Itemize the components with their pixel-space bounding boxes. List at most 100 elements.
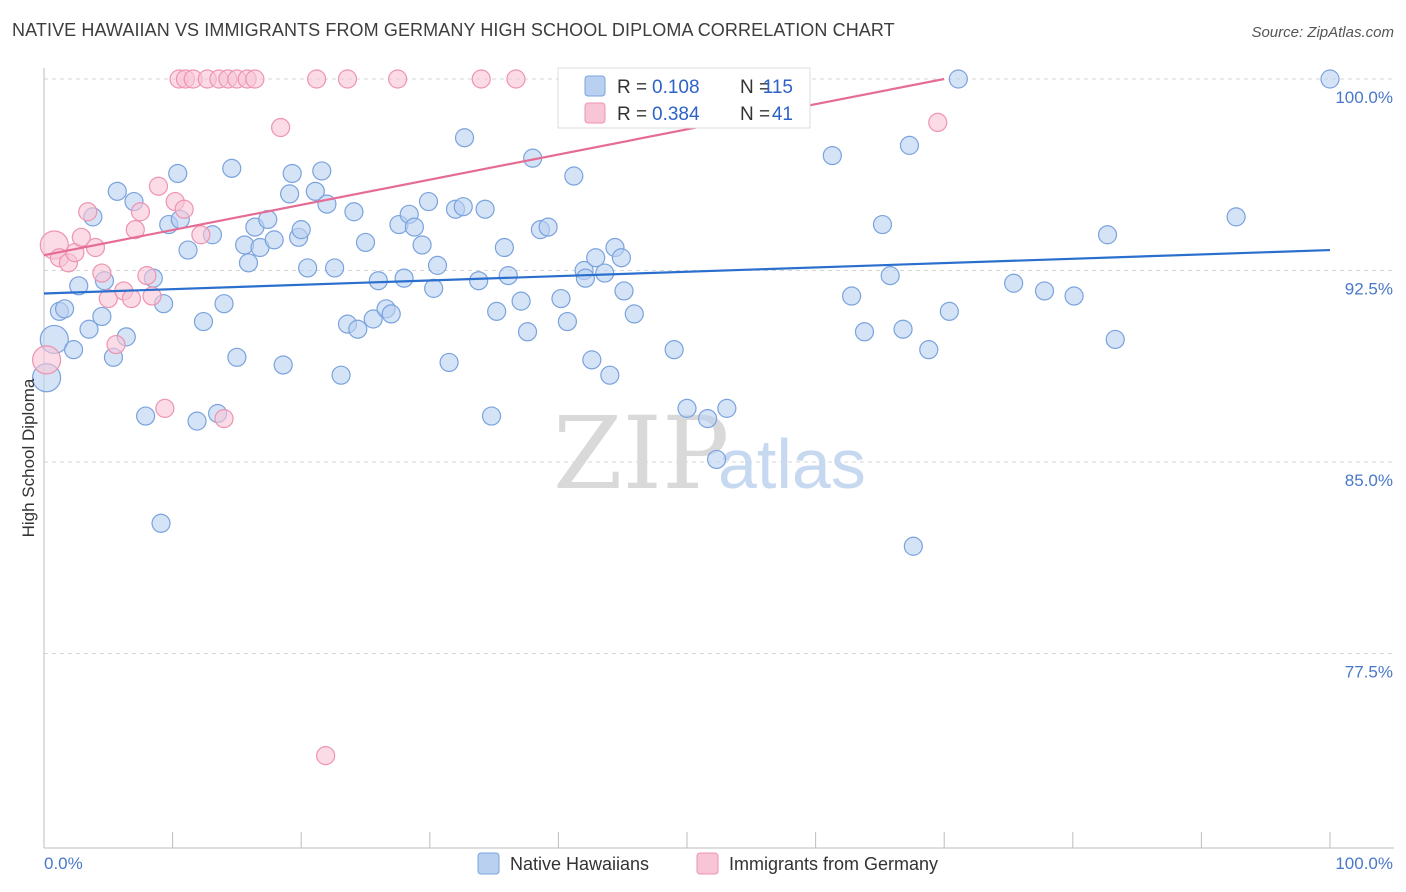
stats-n-label-pink: N = <box>740 104 770 125</box>
native-hawaiian-point-26 <box>214 294 234 314</box>
native-hawaiian-point-50 <box>368 271 388 291</box>
germany-point-18 <box>155 398 175 418</box>
stats-r-value-pink: 0.384 <box>652 104 700 125</box>
x-tick-label-0: 0.0% <box>44 854 83 873</box>
native-hawaiian-point-107 <box>1004 273 1024 293</box>
native-hawaiian-point-23 <box>193 311 214 332</box>
stats-legend-box: R = 0.108 N = 115 R = 0.384 N = 41 <box>557 67 811 129</box>
native-hawaiian-point-61 <box>439 352 459 373</box>
native-hawaiian-point-109 <box>1064 286 1084 306</box>
germany-point-7 <box>85 237 106 258</box>
axes <box>43 68 1394 849</box>
native-hawaiian-point-71 <box>511 291 531 311</box>
native-hawaiian-point-16 <box>151 513 171 533</box>
native-hawaiian-point-11 <box>107 181 127 201</box>
native-hawaiian-point-8 <box>92 306 112 327</box>
germany-point-0 <box>31 345 62 375</box>
native-hawaiian-point-35 <box>273 355 293 375</box>
native-hawaiian-point-105 <box>939 301 959 321</box>
native-hawaiian-point-64 <box>454 128 475 148</box>
native-hawaiian-point-5 <box>69 276 89 296</box>
legend-swatch-native-hawaiians <box>477 852 500 875</box>
native-hawaiian-point-14 <box>135 406 156 426</box>
legend-label-native-hawaiians: Native Hawaiians <box>510 854 649 874</box>
native-hawaiian-point-112 <box>1226 207 1246 227</box>
germany-point-10 <box>106 334 126 355</box>
germany-point-39 <box>928 112 948 133</box>
native-hawaiian-point-97 <box>842 286 862 306</box>
stats-r-label-blue: R = <box>617 77 647 98</box>
germany-point-32 <box>271 117 291 138</box>
native-hawaiian-point-72 <box>517 322 538 342</box>
native-hawaiian-point-83 <box>595 263 615 283</box>
native-hawaiian-point-114 <box>291 220 311 240</box>
germany-point-20 <box>174 199 194 219</box>
germany-point-15 <box>137 266 157 286</box>
native-hawaiian-point-28 <box>227 347 247 367</box>
native-hawaiian-point-40 <box>305 181 325 201</box>
native-hawaiian-point-46 <box>344 202 364 222</box>
native-hawaiian-point-56 <box>404 217 424 237</box>
legend-label-immigrants-from-germany: Immigrants from Germany <box>729 854 938 874</box>
native-hawaiian-point-101 <box>893 319 913 339</box>
native-hawaiian-point-36 <box>280 184 300 204</box>
native-hawaiian-point-99 <box>872 214 893 235</box>
native-hawaiian-point-113 <box>1320 69 1340 89</box>
stats-swatch-blue <box>584 75 606 97</box>
native-hawaiian-point-59 <box>424 278 444 298</box>
gridlines <box>44 78 1394 654</box>
native-hawaiian-point-41 <box>312 161 332 181</box>
native-hawaiian-point-27 <box>222 158 242 178</box>
germany-point-13 <box>125 220 145 240</box>
native-hawaiian-point-89 <box>664 340 684 360</box>
germany-point-40 <box>316 746 336 766</box>
germany-point-35 <box>388 69 408 89</box>
y-tick-label-2: 85.0% <box>1345 471 1393 490</box>
legend-swatch-immigrants-from-germany <box>696 852 719 875</box>
native-hawaiian-point-63 <box>453 197 473 217</box>
native-hawaiian-point-19 <box>168 163 188 184</box>
native-hawaiian-point-22 <box>187 411 207 431</box>
native-hawaiian-point-106 <box>948 69 968 89</box>
native-hawaiian-point-3 <box>54 299 75 319</box>
bottom-legend: Native Hawaiians Immigrants from Germany <box>477 852 938 875</box>
chart-title: NATIVE HAWAIIAN VS IMMIGRANTS FROM GERMA… <box>12 20 895 40</box>
germany-point-17 <box>148 176 169 196</box>
native-hawaiian-point-93 <box>717 398 737 418</box>
native-hawaiian-point-90 <box>677 398 697 418</box>
native-hawaiian-point-49 <box>363 309 383 329</box>
y-axis-title: High School Diploma <box>19 378 38 537</box>
native-hawaiian-point-81 <box>582 350 602 370</box>
native-hawaiian-point-92 <box>706 449 727 470</box>
germany-point-34 <box>337 69 358 89</box>
native-hawaiian-point-66 <box>475 199 495 219</box>
native-hawaiian-point-102 <box>899 135 920 155</box>
y-tick-label-3: 77.5% <box>1345 663 1393 682</box>
native-hawaiian-point-34 <box>264 230 284 250</box>
germany-point-31 <box>245 69 265 89</box>
native-hawaiian-point-6 <box>79 319 99 339</box>
native-hawaiian-point-86 <box>611 248 632 268</box>
native-hawaiian-point-43 <box>325 258 345 278</box>
stats-r-label-pink: R = <box>617 104 647 125</box>
native-hawaiian-point-69 <box>494 237 514 258</box>
native-hawaiian-point-96 <box>822 146 842 166</box>
native-hawaiian-point-98 <box>854 322 875 342</box>
stats-swatch-pink <box>584 102 606 124</box>
native-hawaiian-point-52 <box>381 304 401 324</box>
y-tick-label-1: 92.5% <box>1345 280 1393 299</box>
germany-point-36 <box>471 69 491 89</box>
native-hawaiian-point-60 <box>427 255 448 275</box>
native-hawaiian-point-65 <box>469 271 489 291</box>
native-hawaiian-point-103 <box>903 536 923 556</box>
stats-n-value-blue: 115 <box>763 77 793 98</box>
native-hawaiian-point-78 <box>564 166 584 186</box>
germany-point-22 <box>214 408 234 429</box>
native-hawaiian-point-58 <box>418 191 439 212</box>
series-native-hawaiians <box>31 69 1340 556</box>
y-axis-tick-labels: 100.0% 92.5% 85.0% 77.5% <box>1335 88 1393 682</box>
native-hawaiian-point-100 <box>880 266 900 286</box>
native-hawaiian-point-104 <box>919 340 939 360</box>
native-hawaiian-point-80 <box>575 268 596 288</box>
